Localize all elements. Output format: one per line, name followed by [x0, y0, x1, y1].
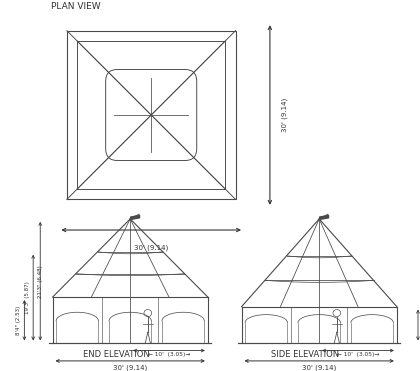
Text: 8'4" (2.53): 8'4" (2.53) [16, 306, 21, 335]
Text: ← 10'  (3.05)→: ← 10' (3.05)→ [148, 352, 190, 357]
Text: 19'3" (5.87): 19'3" (5.87) [25, 281, 30, 314]
Text: 21'3" (6.48): 21'3" (6.48) [38, 265, 43, 298]
Text: 30' (9.14): 30' (9.14) [302, 365, 336, 371]
Text: 30' (9.14): 30' (9.14) [281, 98, 288, 132]
Text: SIDE ELEVATION: SIDE ELEVATION [271, 350, 339, 359]
Text: ← 10'  (3.05)→: ← 10' (3.05)→ [337, 352, 379, 357]
Text: 30' (9.14): 30' (9.14) [134, 245, 168, 252]
Text: END ELEVATION: END ELEVATION [83, 350, 150, 359]
Text: PLAN VIEW: PLAN VIEW [51, 2, 101, 11]
Text: 30' (9.14): 30' (9.14) [113, 365, 147, 371]
